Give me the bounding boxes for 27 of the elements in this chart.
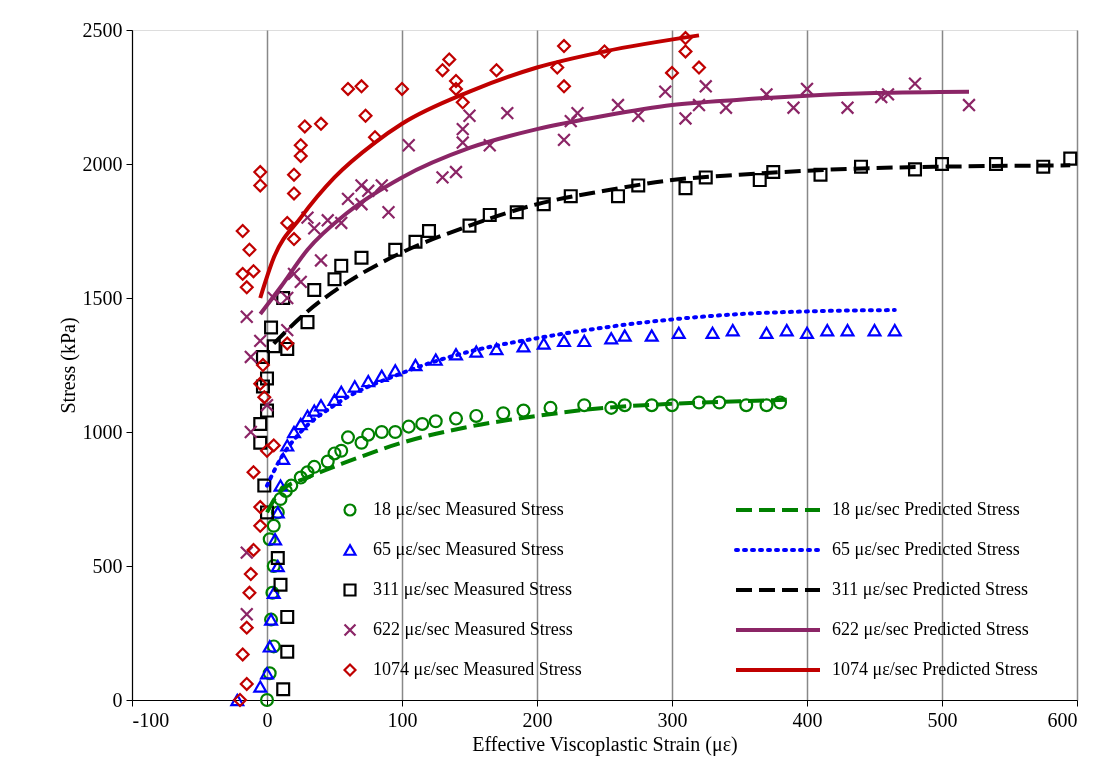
x-tick-label: 400	[792, 708, 823, 731]
y-tick-label: 2000	[82, 152, 123, 175]
y-tick-label: 1500	[82, 286, 123, 309]
y-axis-title: Stress (kPa)	[56, 317, 80, 414]
legend-label: 622 με/sec Measured Stress	[373, 619, 573, 639]
x-tick-label: 500	[927, 708, 958, 731]
legend-label: 1074 με/sec Measured Stress	[373, 659, 582, 679]
line-series	[258, 33, 701, 300]
legend-label: 1074 με/sec Predicted Stress	[832, 659, 1038, 679]
x-tick-label: 300	[657, 708, 688, 731]
y-tick-label: 1000	[82, 420, 123, 443]
x-tick-label: 600	[1047, 708, 1078, 731]
legend-label: 65 με/sec Predicted Stress	[832, 539, 1020, 559]
x-tick-label: 200	[522, 708, 553, 731]
legend-label: 311 με/sec Measured Stress	[373, 579, 573, 599]
x-tick-label: 100	[387, 708, 418, 731]
y-tick-label: 500	[92, 554, 123, 577]
x-tick-label: -100	[132, 708, 170, 731]
x-tick-label: 0	[262, 708, 273, 731]
legend-label: 65 με/sec Measured Stress	[373, 539, 564, 559]
legend-label: 622 με/sec Predicted Stress	[832, 619, 1029, 639]
y-tick-label: 2500	[82, 18, 123, 41]
legend-label: 311 με/sec Predicted Stress	[832, 579, 1029, 599]
legend-label: 18 με/sec Measured Stress	[373, 499, 564, 519]
x-axis-title: Effective Viscoplastic Strain (με)	[472, 732, 738, 756]
y-tick-label: 0	[112, 688, 123, 711]
legend-label: 18 με/sec Predicted Stress	[832, 499, 1020, 519]
